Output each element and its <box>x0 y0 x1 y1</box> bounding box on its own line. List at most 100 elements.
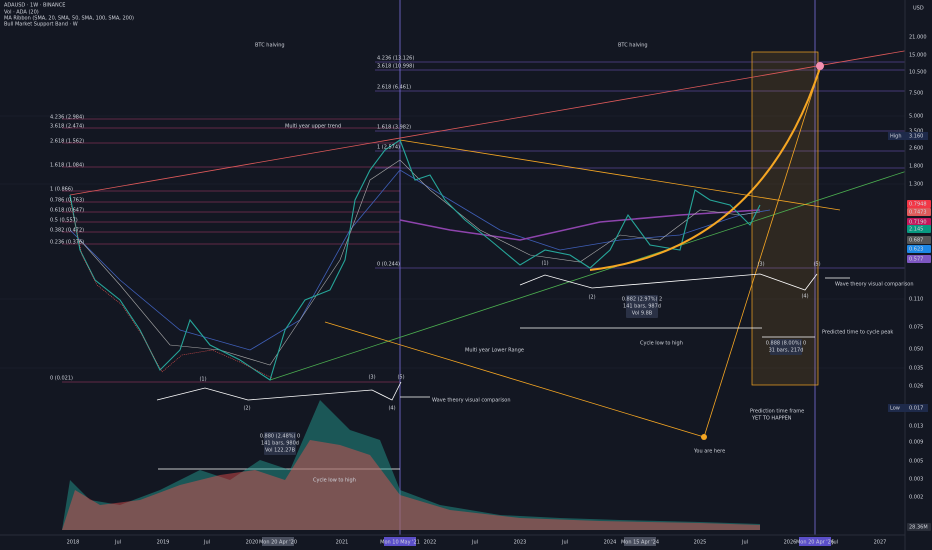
fib-lines <box>62 61 905 383</box>
fib-label: 1 (2.574) <box>377 145 400 151</box>
fib-label: 0.5 (0.557) <box>50 218 78 224</box>
time-label: Jul <box>561 540 568 546</box>
arrow-line <box>703 67 821 438</box>
price-label: 0.013 <box>909 424 923 430</box>
time-label: 2024 <box>604 540 617 546</box>
fib-label: 0.786 (0.763) <box>50 198 84 204</box>
price-label: 0.050 <box>909 347 923 353</box>
fib-label: 0.236 (0.376) <box>50 240 84 246</box>
upper-trend <box>69 49 911 196</box>
high-box <box>888 132 928 140</box>
wave-label: (1) <box>541 261 548 267</box>
volume-label: 28.36M <box>909 525 928 531</box>
current-price-box <box>907 208 931 216</box>
time-label: Jul <box>741 540 748 546</box>
price-label: 0.009 <box>909 440 923 446</box>
time-label: 2025 <box>694 540 707 546</box>
date-label: Mon 15 Apr '24 <box>621 540 659 546</box>
time-label: 2020 <box>246 540 259 546</box>
date-box <box>262 537 294 546</box>
price-label: 0.035 <box>909 366 923 372</box>
measure-text: Vol 9.8B <box>632 311 653 317</box>
date-label: Mon 10 May '21 <box>380 540 420 546</box>
time-label: 2027 <box>874 540 887 546</box>
annotation: BTC halving <box>255 43 285 49</box>
price-label: 5.000 <box>909 114 923 120</box>
high-value: 3.160 <box>909 134 923 140</box>
annotation: Multi year upper trend <box>285 124 341 130</box>
current-price: 0.7190 <box>909 220 927 226</box>
annotation: Wave theory visual comparison <box>835 282 914 288</box>
annotation: Predicted time to cycle peak <box>822 330 893 336</box>
price-label: 0.005 <box>909 459 923 465</box>
current-price: 0.577 <box>909 257 923 263</box>
measure-text: 0.888 (8.00%) 0 <box>766 341 806 347</box>
down-trend <box>399 139 841 211</box>
current-price-box <box>907 255 931 263</box>
time-label: 2022 <box>424 540 437 546</box>
price-shadow <box>69 199 273 379</box>
fib-label: 3.618 (10.998) <box>377 64 414 70</box>
label: ADAUSD · 1W · BINANCE <box>4 3 65 9</box>
price-label: 0.110 <box>909 297 923 303</box>
time-label: 2019 <box>157 540 170 546</box>
wave-label: (1) <box>199 377 206 383</box>
time-label: 2023 <box>514 540 527 546</box>
wave-label: (5) <box>813 262 820 268</box>
measure-box <box>770 339 802 355</box>
measure-box <box>626 295 658 318</box>
current-price-box <box>907 218 931 226</box>
price-label: 0.003 <box>909 477 923 483</box>
annotation: Cycle low to high <box>313 478 356 484</box>
wave-label: (3) <box>757 262 764 268</box>
wave-label: (4) <box>388 406 395 412</box>
wave-sketch <box>156 381 402 401</box>
low-value: 0.017 <box>909 406 923 412</box>
measure-text: 0.880 (2.48%) 0 <box>260 434 300 440</box>
time-label: Jul <box>471 540 478 546</box>
price-label: 2.600 <box>909 146 923 152</box>
price-label: 0.026 <box>909 384 923 390</box>
date-box <box>384 537 416 546</box>
wave-sketch <box>519 273 818 291</box>
fib-label: 1.618 (3.982) <box>377 125 411 131</box>
low-label: Low <box>890 406 900 412</box>
fib-label: 4.236 (2.984) <box>50 115 84 121</box>
ma <box>79 159 761 366</box>
time-label: Jul <box>831 540 838 546</box>
time-label: 2021 <box>336 540 349 546</box>
currency: USD <box>913 6 924 12</box>
price-label: 7.500 <box>909 91 923 97</box>
fib-label: 4.236 (13.126) <box>377 56 414 62</box>
measure-arrows <box>158 277 850 470</box>
current-price: 0.7948 <box>909 202 927 208</box>
price-label: 21.000 <box>909 35 927 41</box>
price-label: 10.500 <box>909 70 927 76</box>
high-label: High <box>890 134 902 140</box>
indicator: MA Ribbon (SMA, 20, SMA, 50, SMA, 100, S… <box>4 16 134 22</box>
fib-label: 2.618 (1.562) <box>50 139 84 145</box>
time-label: 2026 <box>784 540 797 546</box>
time-label: Jul <box>203 540 210 546</box>
price-label: 3.500 <box>909 129 923 135</box>
measure-text: Vol 122.27B <box>265 448 296 454</box>
current-price: 0.623 <box>909 247 923 253</box>
volume-area <box>62 400 760 530</box>
wave-label: (5) <box>397 375 404 381</box>
price-label: 1.300 <box>909 182 923 188</box>
current-price-box <box>907 200 931 208</box>
annotation: Cycle low to high <box>640 341 683 347</box>
measure-box <box>264 432 296 455</box>
volume-area <box>62 440 760 530</box>
current-price-box <box>907 225 931 233</box>
fib-label: 0.618 (0.647) <box>50 208 84 214</box>
date-label: Mon 20 Apr '26 <box>796 540 834 546</box>
annotation: YET TO HAPPEN <box>751 416 792 422</box>
annotation: You are here <box>693 449 725 455</box>
price-label: 0.075 <box>909 325 923 331</box>
ma <box>399 209 761 241</box>
time-label: 2018 <box>67 540 80 546</box>
grid <box>0 115 905 369</box>
